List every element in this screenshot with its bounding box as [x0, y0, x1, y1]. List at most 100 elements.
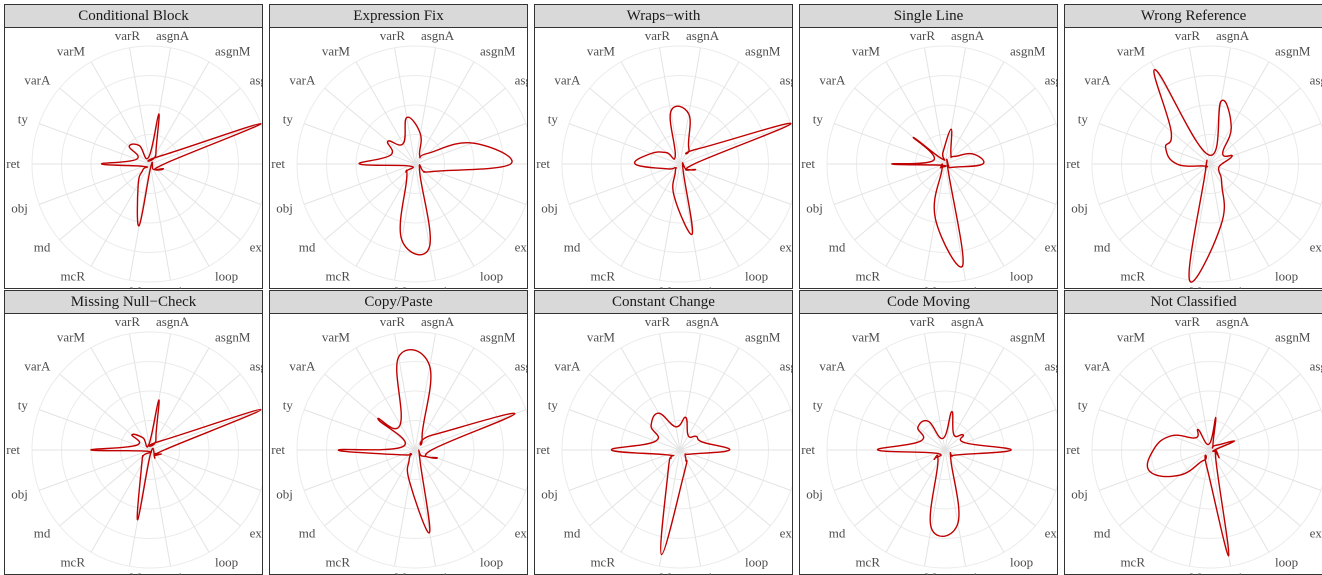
axis-label: obj — [806, 200, 823, 215]
axis-spoke — [1209, 449, 1322, 491]
axis-spoke — [568, 123, 681, 165]
axis-spoke — [149, 163, 210, 267]
axis-label: ret — [1066, 156, 1080, 171]
axis-label: varM — [57, 43, 86, 58]
axis-spoke — [1119, 163, 1211, 241]
axis-spoke — [1209, 163, 1322, 205]
axis-spoke — [355, 163, 416, 267]
axis-label: ex — [250, 526, 262, 541]
axis-spoke — [944, 163, 1005, 267]
axis-label: asgnR — [780, 358, 792, 373]
axis-spoke — [944, 333, 966, 451]
axis-label: varA — [819, 358, 846, 373]
axis-label: asgnR — [515, 358, 527, 373]
axis-label: varA — [554, 72, 581, 87]
axis-label: md — [564, 240, 581, 255]
axis-spoke — [149, 373, 241, 451]
axis-spoke — [1209, 61, 1270, 165]
axis-label: asgnA — [156, 314, 190, 329]
axis-spoke — [679, 449, 771, 527]
axis-label: asgnA — [421, 28, 455, 43]
axis-spoke — [1209, 163, 1231, 281]
axis-spoke — [149, 347, 210, 451]
radar-panel: Expression FixasgnAasgnMasgnRcndAcndMcnd… — [269, 4, 528, 289]
radar-plot: asgnAasgnMasgnRcndAcndMcndRexloopmcAmcMm… — [801, 314, 1057, 575]
axis-spoke — [414, 61, 475, 165]
axis-spoke — [1189, 163, 1211, 281]
axis-label: varA — [1084, 358, 1111, 373]
axis-spoke — [414, 347, 475, 451]
axis-label: varM — [57, 329, 86, 344]
axis-spoke — [149, 163, 171, 281]
axis-label: varA — [1084, 72, 1111, 87]
radar-panel: Conditional BlockasgnAasgnMasgnRcndAcndM… — [4, 4, 263, 289]
axis-spoke — [149, 87, 241, 165]
axis-spoke — [149, 163, 241, 241]
panel-title: Wrong Reference — [1065, 5, 1322, 28]
axis-spoke — [620, 347, 681, 451]
axis-spoke — [1209, 347, 1270, 451]
axis-spoke — [59, 449, 151, 527]
axis-spoke — [149, 123, 262, 165]
axis-spoke — [944, 87, 1036, 165]
axis-label: asgnA — [156, 28, 190, 43]
axis-spoke — [1209, 449, 1301, 527]
axis-spoke — [1098, 123, 1211, 165]
axis-spoke — [924, 449, 946, 567]
axis-spoke — [1189, 47, 1211, 165]
axis-spoke — [854, 163, 946, 241]
axis-label: md — [829, 526, 846, 541]
axis-spoke — [1209, 449, 1270, 553]
axis-label: ex — [780, 526, 792, 541]
axis-spoke — [1209, 87, 1301, 165]
axis-label: varA — [24, 358, 51, 373]
axis-label: loop — [1275, 555, 1298, 570]
axis-spoke — [944, 347, 1005, 451]
axis-label: asgnM — [1010, 329, 1046, 344]
axis-spoke — [833, 409, 946, 451]
axis-spoke — [149, 47, 171, 165]
axis-label: md — [1094, 240, 1111, 255]
radar-plot: asgnAasgnMasgnRcndAcndMcndRexloopmcAmcMm… — [1066, 314, 1322, 575]
axis-label: varR — [645, 314, 671, 329]
axis-label: loop — [1010, 269, 1033, 284]
axis-spoke — [149, 449, 262, 491]
axis-label: varM — [587, 329, 616, 344]
axis-spoke — [854, 373, 946, 451]
radar-panel: Copy/PasteasgnAasgnMasgnRcndAcndMcndRexl… — [269, 290, 528, 575]
radar-series-line — [877, 410, 1012, 537]
axis-label: ex — [250, 240, 262, 255]
axis-spoke — [620, 61, 681, 165]
axis-spoke — [303, 409, 416, 451]
axis-spoke — [59, 163, 151, 241]
axis-spoke — [129, 47, 151, 165]
panel-title: Single Line — [800, 5, 1057, 28]
axis-label: ret — [6, 156, 20, 171]
axis-label: asgnM — [745, 43, 781, 58]
axis-label: mcA — [955, 284, 981, 289]
axis-spoke — [679, 347, 740, 451]
panel-title: Code Moving — [800, 291, 1057, 314]
axis-spoke — [924, 163, 946, 281]
axis-spoke — [414, 449, 475, 553]
radar-panel: Constant ChangeasgnAasgnMasgnRcndAcndMcn… — [534, 290, 793, 575]
axis-label: ret — [536, 156, 550, 171]
axis-label: varA — [289, 72, 316, 87]
axis-label: asgnM — [745, 329, 781, 344]
axis-label: ex — [1045, 526, 1057, 541]
axis-label: asgnR — [250, 358, 262, 373]
axis-label: ex — [515, 526, 527, 541]
axis-label: obj — [806, 486, 823, 501]
axis-label: ty — [18, 398, 29, 413]
axis-spoke — [659, 333, 681, 451]
axis-label: mcM — [379, 284, 407, 289]
axis-label: asgnM — [1275, 43, 1311, 58]
axis-spoke — [924, 47, 946, 165]
axis-label: ret — [271, 156, 285, 171]
axis-label: asgnR — [1045, 358, 1057, 373]
axis-label: ex — [1310, 240, 1322, 255]
axis-spoke — [414, 47, 436, 165]
axis-label: loop — [215, 269, 238, 284]
axis-label: varM — [1117, 329, 1146, 344]
axis-spoke — [129, 333, 151, 451]
